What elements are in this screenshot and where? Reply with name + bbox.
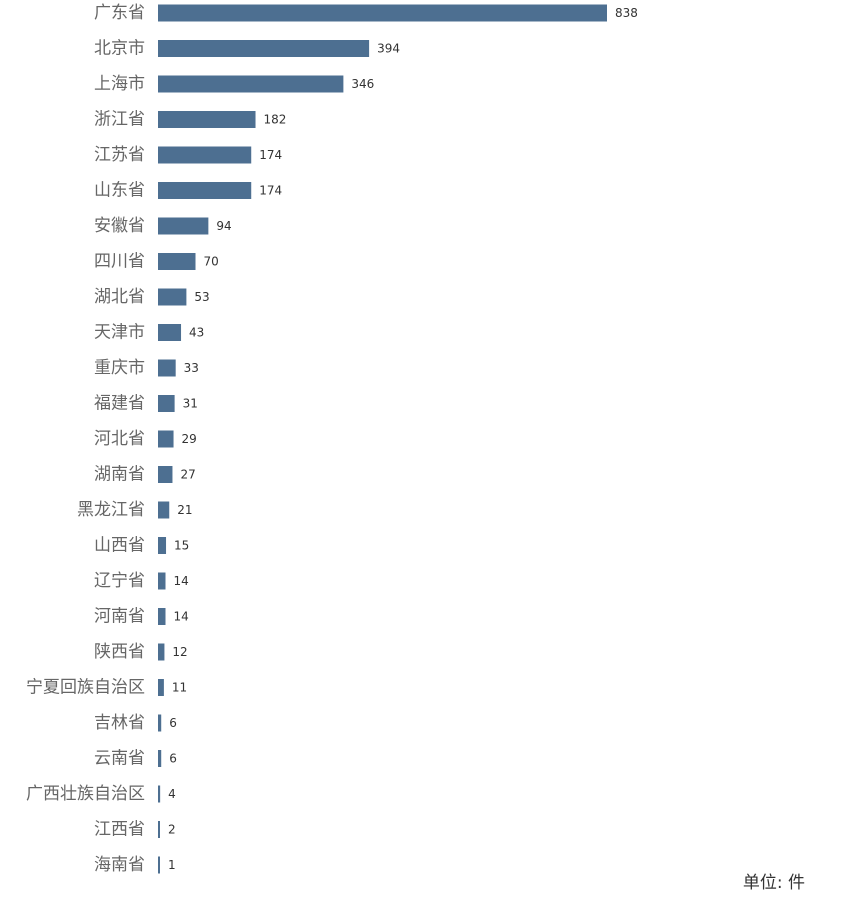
bar <box>158 821 160 838</box>
value-label: 6 <box>169 716 177 730</box>
value-label: 182 <box>264 113 287 127</box>
bar <box>158 466 173 483</box>
bar <box>158 856 160 874</box>
value-label: 346 <box>351 77 374 91</box>
value-label: 1 <box>168 858 176 872</box>
value-label: 27 <box>180 468 195 482</box>
bar <box>158 643 165 661</box>
bar <box>158 182 252 199</box>
bar <box>158 714 162 732</box>
value-label: 14 <box>174 574 189 588</box>
category-label: 云南省 <box>94 749 145 769</box>
value-label: 11 <box>172 681 187 695</box>
bar <box>158 288 187 306</box>
value-label: 15 <box>174 539 189 553</box>
bar <box>158 40 370 57</box>
category-label: 山东省 <box>94 181 145 201</box>
bar <box>158 4 607 22</box>
category-label: 河北省 <box>94 429 145 449</box>
category-label: 广东省 <box>94 3 145 23</box>
category-label: 安徽省 <box>94 216 145 236</box>
value-label: 394 <box>377 42 400 56</box>
value-label: 70 <box>204 255 219 269</box>
bar <box>158 501 170 519</box>
category-label: 湖北省 <box>94 287 145 307</box>
category-label: 河南省 <box>94 607 145 627</box>
value-label: 2 <box>168 823 176 837</box>
category-label: 北京市 <box>94 39 145 59</box>
bar <box>158 395 175 412</box>
category-label: 湖南省 <box>94 465 145 485</box>
category-label: 广西壮族自治区 <box>26 784 145 804</box>
value-label: 31 <box>183 397 198 411</box>
category-label: 宁夏回族自治区 <box>26 678 145 698</box>
category-label: 吉林省 <box>94 713 145 733</box>
bar <box>158 253 196 270</box>
category-label: 江西省 <box>94 820 145 840</box>
bar <box>158 679 164 696</box>
bar <box>158 146 252 164</box>
bar <box>158 430 174 448</box>
bar <box>158 572 166 590</box>
bar <box>158 608 166 625</box>
category-label: 四川省 <box>94 252 145 272</box>
bar <box>158 217 209 235</box>
value-label: 14 <box>174 610 189 624</box>
category-label: 天津市 <box>94 323 145 343</box>
bar <box>158 75 344 93</box>
value-label: 29 <box>182 432 197 446</box>
category-label: 陕西省 <box>94 642 145 662</box>
value-label: 53 <box>194 290 209 304</box>
category-label: 海南省 <box>94 855 145 875</box>
category-label: 江苏省 <box>94 145 145 165</box>
category-label: 山西省 <box>94 536 145 556</box>
bar <box>158 785 161 803</box>
bar <box>158 111 256 128</box>
value-label: 174 <box>259 148 282 162</box>
bar <box>158 537 167 554</box>
value-label: 43 <box>189 326 204 340</box>
category-label: 福建省 <box>94 394 145 414</box>
category-label: 重庆市 <box>94 358 145 378</box>
bar <box>158 324 182 341</box>
category-label: 辽宁省 <box>94 571 145 591</box>
category-label: 浙江省 <box>94 110 145 130</box>
unit-note: 单位: 件 <box>742 873 805 893</box>
bar <box>158 359 176 377</box>
value-label: 174 <box>259 184 282 198</box>
value-label: 4 <box>168 787 176 801</box>
value-label: 6 <box>169 752 177 766</box>
value-label: 33 <box>184 361 199 375</box>
category-label: 上海市 <box>94 74 145 94</box>
value-label: 94 <box>216 219 231 233</box>
value-label: 838 <box>615 6 638 20</box>
value-label: 21 <box>177 503 192 517</box>
category-label: 黑龙江省 <box>77 500 145 520</box>
value-label: 12 <box>172 645 187 659</box>
bar <box>158 750 162 767</box>
